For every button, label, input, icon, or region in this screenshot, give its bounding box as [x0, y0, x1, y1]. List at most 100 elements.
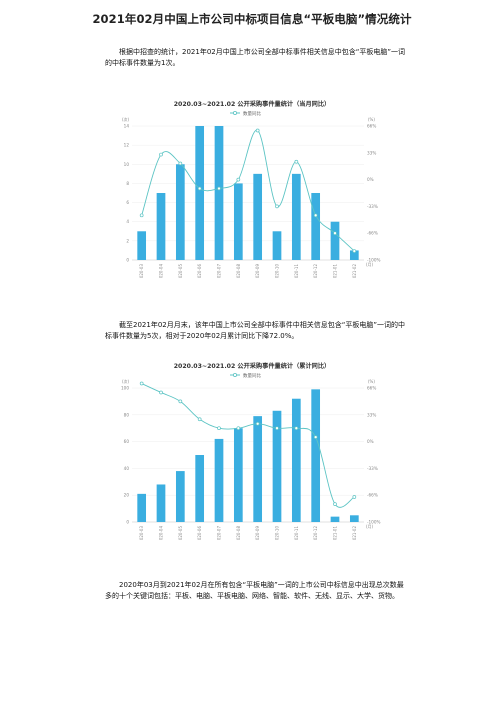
x-tick-label: 2020-05	[178, 264, 183, 278]
y2-tick-label: 33%	[367, 412, 376, 417]
bar	[311, 193, 321, 260]
x-tick-label: 2020-09	[255, 264, 260, 278]
x-tick-label: 2021-02	[352, 264, 357, 278]
chart-monthly: 2020.03~2021.02 公开采购事件量统计（当月同比） 数量同比 (次) (%…	[112, 98, 392, 281]
bar	[272, 231, 282, 260]
y2-tick-label: 33%	[367, 150, 376, 155]
chart-monthly-svg: 2020.03~2021.02 公开采购事件量统计（当月同比） 数量同比 (次) (%…	[122, 100, 381, 281]
x-tick-label: 2020-07	[217, 264, 222, 278]
x-tick-label: 2020-03	[139, 526, 144, 540]
x-tick-label: 2020-06	[197, 264, 202, 278]
y-tick-label: 20	[124, 493, 130, 498]
legend-label: 数量同比	[243, 110, 261, 117]
yoy-point	[178, 399, 183, 404]
y-tick-label: 10	[124, 162, 130, 167]
left-axis-unit: (次)	[122, 378, 130, 384]
yoy-point	[352, 249, 357, 253]
x-tick-label: 2020-05	[178, 526, 183, 540]
bar	[137, 231, 147, 260]
paragraph-summary-cumulative: 截至2021年02月月末，该年中国上市公司全部中标事件中相关信息包含“平板电脑”…	[105, 321, 405, 340]
bar	[214, 126, 224, 260]
yoy-point	[294, 159, 299, 164]
x-axis-unit: (月)	[366, 524, 374, 529]
yoy-point	[197, 186, 202, 191]
x-tick-label: 2020-04	[159, 526, 164, 540]
yoy-point	[313, 435, 318, 439]
x-tick-label: 2020-07	[217, 526, 222, 540]
y-tick-label: 6	[126, 200, 129, 205]
bar	[233, 428, 243, 522]
yoy-point	[333, 502, 337, 506]
y-tick-label: 60	[124, 439, 130, 444]
y2-tick-label: 66%	[367, 386, 376, 391]
y2-tick-label: -100%	[367, 258, 381, 263]
yoy-point	[313, 213, 318, 218]
right-axis-unit: (%)	[368, 379, 375, 384]
x-tick-label: 2020-12	[313, 264, 318, 278]
y-tick-label: 100	[121, 386, 129, 391]
x-tick-label: 2020-12	[313, 526, 318, 540]
yoy-point	[275, 204, 279, 209]
bar	[175, 164, 185, 260]
y-tick-label: 0	[126, 258, 129, 263]
y-tick-label: 4	[126, 219, 129, 224]
yoy-point	[197, 417, 202, 422]
yoy-point	[255, 421, 260, 426]
chart-cumulative: 2020.03~2021.02 公开采购事件量统计（累计同比） 数量同比 (次) (%…	[112, 360, 392, 543]
y-tick-label: 12	[124, 143, 130, 148]
y2-tick-label: -66%	[367, 231, 378, 236]
y-tick-label: 2	[126, 238, 129, 243]
yoy-point	[236, 177, 241, 182]
yoy-line	[141, 130, 355, 252]
paragraph-keywords: 2020年03月到2021年02月在所有包含“平板电脑”一词的上市公司中标信息中…	[105, 581, 404, 600]
paragraph-summary-month: 根据中招查的统计，2021年02月中国上市公司全部中标事件相关信息中包含“平板电…	[105, 48, 405, 67]
x-axis-unit: (月)	[366, 262, 374, 267]
x-tick-label: 2020-06	[197, 526, 202, 540]
yoy-point	[139, 213, 144, 218]
yoy-point	[217, 426, 221, 431]
x-tick-label: 2020-11	[294, 264, 299, 278]
chart-legend: 数量同比	[230, 110, 261, 117]
legend-marker	[233, 372, 238, 377]
bar	[253, 173, 263, 260]
x-tick-label: 2020-11	[294, 526, 299, 540]
chart-legend: 数量同比	[230, 372, 261, 379]
y2-tick-label: -100%	[367, 520, 381, 525]
bar	[175, 471, 185, 522]
yoy-point	[294, 426, 299, 431]
legend-label: 数量同比	[243, 372, 261, 379]
bar	[291, 398, 301, 522]
bar	[253, 416, 263, 522]
yoy-point	[255, 128, 260, 133]
y2-tick-label: -66%	[367, 493, 378, 498]
yoy-point	[352, 495, 357, 499]
x-tick-label: 2021-01	[333, 264, 338, 278]
bar	[349, 515, 359, 522]
y-tick-label: 0	[126, 520, 129, 525]
bar	[137, 493, 147, 522]
yoy-point	[139, 381, 144, 386]
yoy-point	[159, 390, 163, 395]
y2-tick-label: 0%	[367, 177, 374, 182]
legend-marker	[233, 110, 238, 115]
bar	[233, 183, 243, 260]
bar	[330, 221, 340, 260]
yoy-point	[236, 426, 241, 431]
yoy-line	[141, 383, 355, 508]
bar	[214, 438, 224, 522]
y-tick-label: 40	[124, 466, 130, 471]
bar	[272, 410, 282, 522]
bar	[156, 193, 166, 260]
yoy-point	[275, 426, 279, 431]
x-tick-label: 2020-03	[139, 264, 144, 278]
x-tick-label: 2021-02	[352, 526, 357, 540]
chart-title: 2020.03~2021.02 公开采购事件量统计（累计同比）	[174, 362, 331, 370]
bar	[349, 250, 359, 260]
bar	[195, 455, 205, 522]
yoy-point	[217, 186, 221, 191]
y-tick-label: 80	[124, 412, 130, 417]
y2-tick-label: -33%	[367, 466, 378, 471]
bar	[291, 173, 301, 260]
right-axis-unit: (%)	[368, 117, 375, 122]
page-title: 2021年02月中国上市公司中标项目信息“平板电脑”情况统计	[92, 12, 412, 26]
